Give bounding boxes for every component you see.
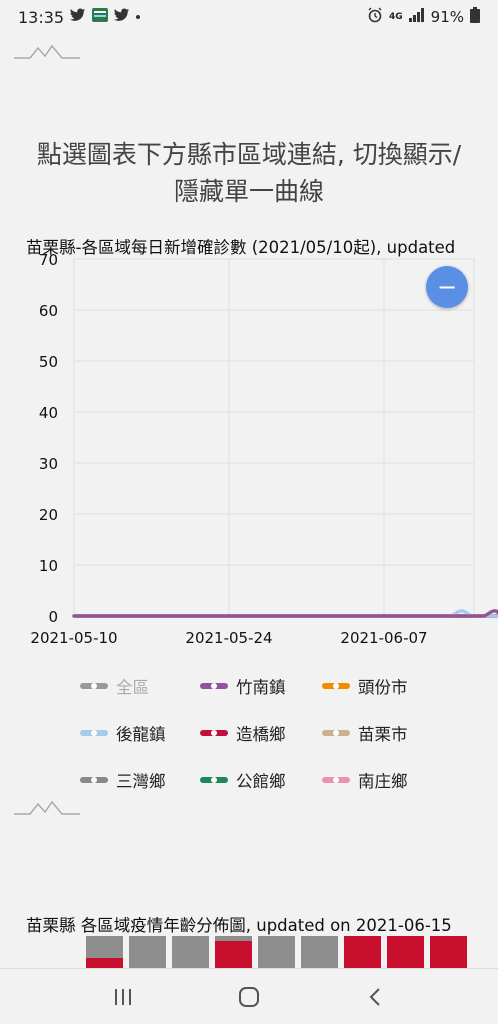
legend-label: 造橋鄉 (236, 725, 286, 744)
x-tick-label: 2021-05-24 (185, 629, 272, 647)
chart-title: 苗栗縣-各區域每日新增確診數 (2021/05/10起), updated (26, 238, 456, 257)
minus-icon: − (436, 273, 458, 301)
legend-item[interactable]: 公館鄉 (200, 768, 286, 792)
legend-swatch-icon (200, 777, 228, 783)
divider-mountain-icon (14, 44, 80, 59)
legend-item[interactable]: 全區 (80, 674, 149, 698)
battery-level: 91% (430, 8, 464, 26)
status-bar: 13:35 4G 91% (0, 0, 498, 34)
age-cell (301, 936, 338, 968)
legend-item[interactable]: 後龍鎮 (80, 721, 166, 745)
age-cell (129, 936, 166, 968)
back-button[interactable] (355, 977, 395, 1017)
legend-swatch-icon (80, 683, 108, 689)
legend-label: 三灣鄉 (116, 772, 166, 791)
legend-item[interactable]: 竹南鎮 (200, 674, 286, 698)
legend-item[interactable]: 苗栗市 (322, 721, 408, 745)
age-cell-fill (215, 940, 252, 968)
y-tick-label: 0 (48, 608, 58, 626)
twitter-icon (114, 8, 130, 26)
legend-swatch-icon (200, 730, 228, 736)
legend-label: 苗栗市 (358, 725, 408, 744)
age-cell (86, 936, 123, 968)
legend-label: 全區 (116, 678, 149, 697)
legend-swatch-icon (322, 730, 350, 736)
network-icon: 4G (389, 12, 403, 22)
x-tick-label: 2021-05-10 (30, 629, 117, 647)
legend-label: 後龍鎮 (116, 725, 166, 744)
y-tick-label: 40 (39, 404, 58, 422)
age-cell-fill (387, 936, 424, 968)
legend-label: 南庄鄉 (358, 772, 408, 791)
y-tick-label: 50 (39, 353, 58, 371)
legend-swatch-icon (322, 683, 350, 689)
age-cell (215, 936, 252, 968)
notification-dot-icon (136, 15, 141, 19)
x-tick-label: 2021-06-07 (340, 629, 427, 647)
battery-icon (470, 7, 480, 27)
recent-apps-button[interactable] (103, 977, 143, 1017)
legend-swatch-icon (80, 777, 108, 783)
headline-line-2: 隱藏單一曲線 (173, 177, 324, 206)
age-cell-fill (430, 936, 467, 968)
page-headline: 點選圖表下方縣市區域連結, 切換顯示/ 隱藏單一曲線 (0, 136, 498, 210)
status-time: 13:35 (18, 7, 65, 27)
alarm-icon (367, 7, 383, 27)
recent-apps-icon (115, 988, 131, 1005)
signal-icon (408, 8, 425, 26)
legend-swatch-icon (322, 777, 350, 783)
legend-item[interactable]: 造橋鄉 (200, 721, 286, 745)
y-tick-label: 70 (39, 251, 58, 269)
navigation-bar (0, 968, 498, 1024)
line-chart: 0 10 20 30 40 50 60 70 2021-05-10 2021-05-24 2021-… (30, 251, 498, 647)
y-tick-label: 30 (39, 455, 58, 473)
age-cell-fill (86, 958, 123, 968)
home-icon (239, 986, 259, 1007)
collapse-button[interactable]: − (426, 266, 468, 308)
series-line-頭份市 (72, 609, 498, 618)
series-line-苗栗市 (72, 614, 498, 618)
legend-swatch-icon (200, 683, 228, 689)
age-cell (172, 936, 209, 968)
y-tick-label: 60 (39, 302, 58, 320)
legend-swatch-icon (80, 730, 108, 736)
app-icon (92, 8, 109, 26)
age-cell (344, 936, 381, 968)
home-button[interactable] (229, 977, 269, 1017)
series-line-竹南鎮 (72, 609, 498, 618)
age-chart-title: 苗栗縣 各區域疫情年齡分佈圖, updated on 2021-06-15 (26, 916, 452, 935)
headline-line-1: 點選圖表下方縣市區域連結, 切換顯示/ (36, 140, 462, 169)
legend-label: 頭份市 (358, 678, 408, 697)
legend-item[interactable]: 頭份市 (322, 674, 408, 698)
legend-item[interactable]: 南庄鄉 (322, 768, 408, 792)
age-cell (430, 936, 467, 968)
age-chart-heatmap (86, 936, 467, 968)
divider-mountain-icon (14, 800, 80, 815)
legend-label: 竹南鎮 (236, 678, 286, 697)
chart-legend: 全區 竹南鎮 頭份市後龍鎮 造橋鄉 苗栗市三灣鄉 公館鄉 南庄鄉 (0, 670, 498, 800)
twitter-icon (70, 8, 86, 26)
age-cell-fill (344, 936, 381, 968)
legend-label: 公館鄉 (236, 772, 286, 791)
legend-item[interactable]: 三灣鄉 (80, 768, 166, 792)
age-cell (387, 936, 424, 968)
age-cell (258, 936, 295, 968)
back-icon (369, 987, 380, 1006)
y-tick-label: 20 (39, 506, 58, 524)
y-tick-label: 10 (39, 557, 58, 575)
